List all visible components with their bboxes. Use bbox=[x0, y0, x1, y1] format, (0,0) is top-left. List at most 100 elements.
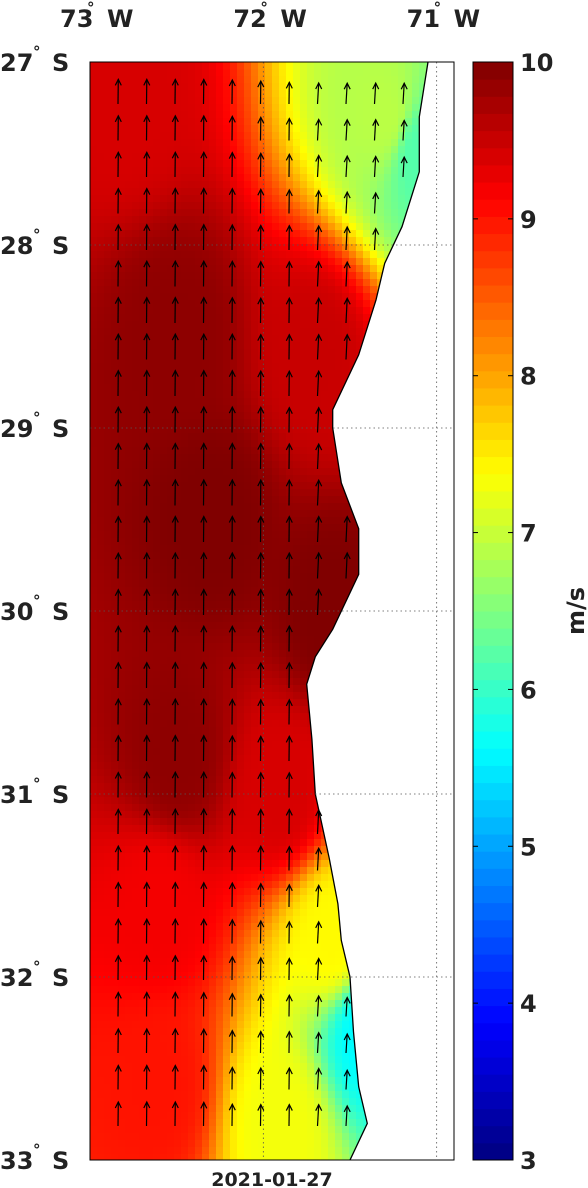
field-cell bbox=[202, 419, 210, 427]
field-cell bbox=[118, 104, 126, 112]
field-cell bbox=[223, 412, 231, 420]
field-cell bbox=[125, 125, 133, 133]
field-cell bbox=[321, 524, 329, 532]
field-cell bbox=[328, 503, 336, 511]
field-cell bbox=[132, 174, 140, 182]
field-cell bbox=[202, 286, 210, 294]
field-cell bbox=[90, 181, 98, 189]
field-cell bbox=[202, 538, 210, 546]
field-cell bbox=[272, 671, 280, 679]
field-cell bbox=[153, 391, 161, 399]
field-cell bbox=[335, 167, 343, 175]
field-cell bbox=[223, 314, 231, 322]
field-cell bbox=[300, 503, 308, 511]
field-cell bbox=[279, 468, 287, 476]
field-cell bbox=[356, 125, 364, 133]
field-cell bbox=[265, 405, 273, 413]
field-cell bbox=[90, 118, 98, 126]
field-cell bbox=[321, 517, 329, 525]
field-cell bbox=[279, 559, 287, 567]
field-cell bbox=[265, 706, 273, 714]
field-cell bbox=[223, 629, 231, 637]
field-cell bbox=[272, 461, 280, 469]
field-cell bbox=[328, 244, 336, 252]
field-cell bbox=[363, 167, 371, 175]
field-cell bbox=[307, 461, 315, 469]
field-cell bbox=[293, 706, 301, 714]
field-cell bbox=[244, 251, 252, 259]
field-cell bbox=[181, 62, 189, 70]
field-cell bbox=[279, 328, 287, 336]
field-cell bbox=[272, 545, 280, 553]
field-cell bbox=[118, 678, 126, 686]
field-cell bbox=[146, 223, 154, 231]
field-cell bbox=[356, 76, 364, 84]
field-cell bbox=[146, 552, 154, 560]
field-cell bbox=[125, 461, 133, 469]
field-cell bbox=[279, 650, 287, 658]
field-cell bbox=[328, 615, 336, 623]
field-cell bbox=[300, 181, 308, 189]
field-cell bbox=[125, 580, 133, 588]
field-cell bbox=[188, 489, 196, 497]
field-cell bbox=[300, 237, 308, 245]
field-cell bbox=[307, 510, 315, 518]
field-cell bbox=[314, 146, 322, 154]
field-cell bbox=[279, 713, 287, 721]
field-cell bbox=[279, 615, 287, 623]
field-cell bbox=[272, 531, 280, 539]
field-cell bbox=[377, 230, 385, 238]
field-cell bbox=[272, 503, 280, 511]
field-cell bbox=[174, 342, 182, 350]
field-cell bbox=[293, 391, 301, 399]
field-cell bbox=[153, 321, 161, 329]
field-cell bbox=[272, 314, 280, 322]
field-cell bbox=[279, 636, 287, 644]
field-cell bbox=[237, 685, 245, 693]
field-cell bbox=[307, 314, 315, 322]
field-cell bbox=[139, 713, 147, 721]
field-cell bbox=[272, 209, 280, 217]
field-cell bbox=[398, 139, 406, 147]
field-cell bbox=[279, 223, 287, 231]
field-cell bbox=[272, 580, 280, 588]
field-cell bbox=[258, 524, 266, 532]
field-cell bbox=[195, 419, 203, 427]
field-cell bbox=[328, 209, 336, 217]
field-cell bbox=[195, 398, 203, 406]
field-cell bbox=[209, 356, 217, 364]
field-cell bbox=[174, 594, 182, 602]
field-cell bbox=[132, 279, 140, 287]
field-cell bbox=[146, 489, 154, 497]
field-cell bbox=[335, 83, 343, 91]
field-cell bbox=[286, 321, 294, 329]
field-cell bbox=[244, 559, 252, 567]
field-cell bbox=[153, 384, 161, 392]
field-cell bbox=[104, 335, 112, 343]
field-cell bbox=[251, 517, 259, 525]
field-cell bbox=[356, 118, 364, 126]
field-cell bbox=[321, 447, 329, 455]
field-cell bbox=[132, 699, 140, 707]
field-cell bbox=[279, 433, 287, 441]
field-cell bbox=[342, 566, 350, 574]
field-cell bbox=[104, 559, 112, 567]
field-cell bbox=[258, 363, 266, 371]
field-cell bbox=[265, 335, 273, 343]
field-cell bbox=[216, 678, 224, 686]
field-cell bbox=[342, 517, 350, 525]
field-cell bbox=[111, 202, 119, 210]
field-cell bbox=[251, 587, 259, 595]
field-cell bbox=[314, 321, 322, 329]
field-cell bbox=[97, 223, 105, 231]
field-cell bbox=[104, 349, 112, 357]
field-cell bbox=[104, 377, 112, 385]
field-cell bbox=[202, 223, 210, 231]
field-cell bbox=[223, 69, 231, 77]
field-cell bbox=[314, 62, 322, 70]
field-cell bbox=[405, 125, 413, 133]
field-cell bbox=[118, 699, 126, 707]
field-cell bbox=[153, 132, 161, 140]
field-cell bbox=[293, 664, 301, 672]
field-cell bbox=[104, 83, 112, 91]
